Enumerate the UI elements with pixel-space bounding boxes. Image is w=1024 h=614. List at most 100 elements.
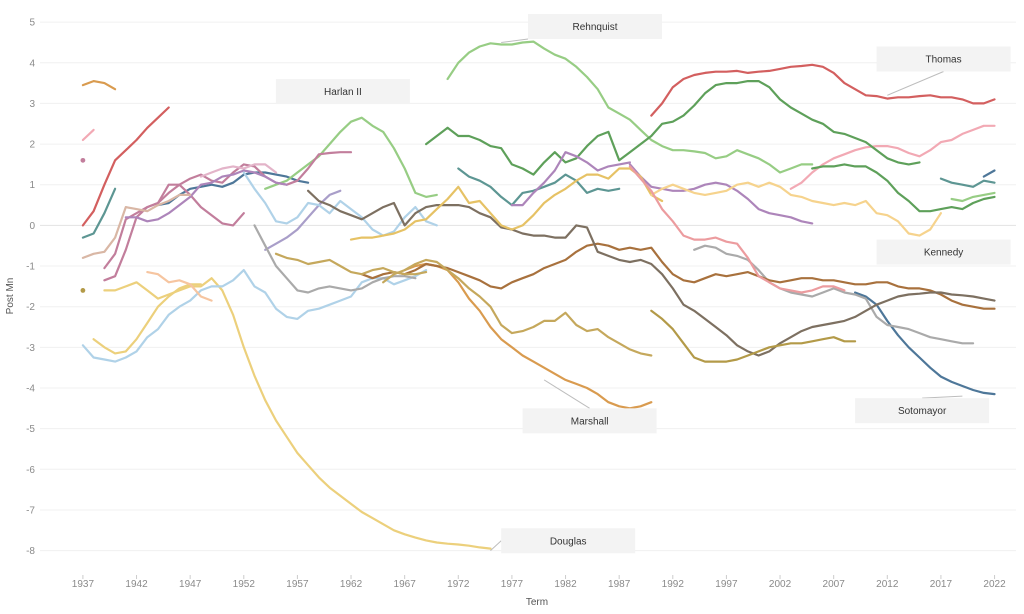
annotation-box [876, 46, 1011, 72]
series-lines [80, 40, 996, 550]
x-tick-label: 1972 [447, 579, 470, 590]
y-tick-label: 4 [29, 58, 35, 69]
annotation-label: Sotomayor [898, 406, 947, 417]
annotation-leader [543, 379, 590, 409]
annotation-douglas: Douglas [490, 528, 636, 554]
annotation-box [522, 408, 657, 434]
series-line-22 [510, 151, 631, 207]
series-line-27 [81, 269, 428, 363]
annotation-label: Rehnquist [572, 22, 617, 33]
x-tick-label: 2012 [876, 579, 899, 590]
series-line-1 [92, 283, 202, 355]
x-tick-label: 1977 [501, 579, 524, 590]
series-line-32 [360, 242, 996, 310]
x-tick-label: 1987 [608, 579, 631, 590]
series-line-13 [939, 177, 996, 188]
annotation-label: Douglas [550, 536, 587, 547]
annotation-thomas: Thomas [876, 46, 1011, 96]
x-tick-label: 1982 [554, 579, 577, 590]
x-tick-label: 2007 [823, 579, 846, 590]
series-line-23 [628, 163, 814, 225]
annotation-label: Harlan II [324, 87, 362, 98]
y-tick-label: -4 [26, 384, 35, 395]
y-tick-label: -8 [26, 546, 35, 557]
annotation-box [528, 14, 662, 39]
series-line-20 [103, 151, 353, 282]
annotation-box [855, 398, 990, 424]
y-tick-label: 3 [29, 99, 35, 110]
series-line-36 [650, 309, 857, 363]
annotation-label: Marshall [571, 416, 609, 427]
x-tick-label: 2022 [983, 579, 1006, 590]
x-tick-label: 1957 [286, 579, 309, 590]
annotation-box [275, 79, 410, 105]
annotation-leader [501, 38, 529, 43]
series-line-16 [950, 191, 996, 203]
series-line-29 [146, 271, 213, 302]
y-tick-label: -2 [26, 302, 35, 313]
x-tick-label: 1967 [394, 579, 417, 590]
series-line-11 [81, 187, 117, 239]
series-line-39 [628, 165, 846, 294]
x-tick-label: 1942 [125, 579, 148, 590]
series-line-14 [264, 116, 438, 198]
y-tick-label: -5 [26, 424, 35, 435]
y-tick-label: -7 [26, 505, 35, 516]
data-point-0 [80, 157, 86, 163]
series-line-5 [650, 63, 996, 117]
y-tick-label: -3 [26, 343, 35, 354]
series-line-37 [349, 167, 664, 241]
series-line-21 [124, 169, 288, 223]
series-line-9 [854, 291, 996, 396]
series-line-8 [156, 171, 310, 207]
y-tick-label: 2 [29, 140, 35, 151]
x-tick-label: 1997 [715, 579, 738, 590]
series-line-33 [307, 189, 996, 357]
series-line-4 [81, 106, 170, 227]
annotation-marshall: Marshall [522, 379, 657, 434]
annotation-sotomayor: Sotomayor [855, 395, 990, 424]
annotation-label: Thomas [926, 55, 962, 66]
series-line-31 [693, 244, 975, 345]
annotation-leader [490, 540, 502, 551]
y-axis-title: Post Mn [5, 278, 16, 315]
series-line-2 [81, 80, 117, 91]
annotation-box [501, 528, 636, 554]
annotation-box [876, 239, 1011, 265]
annotation-harlan-ii: Harlan II [275, 79, 410, 105]
series-line-25 [81, 193, 192, 259]
x-tick-label: 1962 [340, 579, 363, 590]
series-line-38 [650, 181, 942, 237]
series-line-0 [103, 277, 492, 550]
x-tick-label: 1952 [233, 579, 256, 590]
x-tick-label: 1947 [179, 579, 202, 590]
axes: 5 4 3 2 1 0 -1 -2 -3 -4 -5 -6 -7 -8 1937 1942 1947 1952 19… [26, 18, 1006, 590]
annotations: Rehnquist Thomas Harlan II Kennedy Marshall S… [275, 14, 1011, 554]
x-tick-label: 1937 [72, 579, 95, 590]
series-line-35 [382, 258, 653, 357]
series-line-10 [982, 169, 996, 178]
series-line-28 [242, 171, 438, 237]
y-tick-label: -6 [26, 465, 35, 476]
series-line-18 [811, 163, 996, 213]
series-line-26 [264, 189, 342, 251]
series-line-17 [425, 80, 921, 176]
data-point-1 [80, 288, 86, 293]
y-tick-label: 0 [29, 221, 35, 232]
y-tick-label: 1 [29, 180, 35, 191]
series-line-3 [403, 262, 653, 410]
series-line-6 [81, 128, 95, 142]
annotation-label: Kennedy [924, 248, 963, 259]
annotation-rehnquist: Rehnquist [501, 14, 662, 43]
series-line-34 [274, 252, 428, 276]
y-tick-label: -1 [26, 262, 35, 273]
x-tick-label: 2017 [930, 579, 953, 590]
annotation-leader [922, 395, 963, 399]
annotation-kennedy: Kennedy [876, 239, 1011, 265]
x-tick-label: 1992 [662, 579, 685, 590]
series-line-15 [446, 40, 814, 174]
x-tick-label: 2002 [769, 579, 792, 590]
x-axis-title: Term [526, 597, 548, 608]
y-tick-label: 5 [29, 18, 35, 29]
